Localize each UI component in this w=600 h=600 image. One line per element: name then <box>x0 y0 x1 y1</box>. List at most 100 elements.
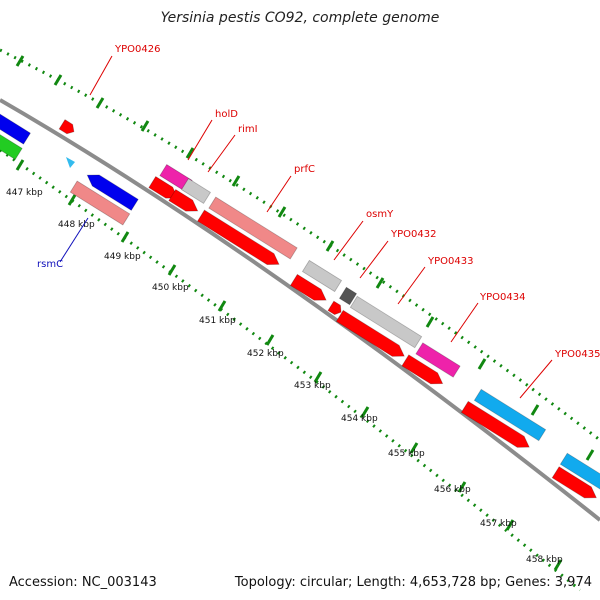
gene-label-rsmc: rsmC <box>37 259 63 270</box>
gene-ypo0432-shape <box>338 286 358 306</box>
major-tick <box>67 194 77 206</box>
major-tick <box>375 277 385 289</box>
label-leader-line <box>397 266 426 305</box>
cds-arrow-7 <box>401 354 444 385</box>
cds-arrow-7-shape <box>401 354 444 385</box>
dotted-scale-rings <box>0 48 600 592</box>
gene-left-green-shape <box>0 131 23 161</box>
scale-label: 454 kbp <box>341 414 378 424</box>
major-tick <box>15 159 25 171</box>
major-tick <box>360 406 370 418</box>
major-tick <box>585 449 595 461</box>
major-tick <box>120 231 130 243</box>
major-tick <box>530 404 540 416</box>
scale-labels: 447 kbp 448 kbp 449 kbp 450 kbp 451 kbp 452 k… <box>6 188 563 565</box>
cds-arrow-6-shape <box>335 309 405 357</box>
scale-label: 448 kbp <box>58 220 95 230</box>
major-tick <box>15 55 25 67</box>
cds-arrow-2 <box>168 188 199 212</box>
gene-right-cyan <box>559 452 600 492</box>
cds-arrow-9-shape <box>551 466 597 499</box>
gene-right-cyan-shape <box>559 452 600 492</box>
gene-ypo0434 <box>415 342 461 378</box>
cds-arrow-9 <box>551 466 597 499</box>
major-tick <box>217 300 227 312</box>
label-leader-line <box>207 134 236 173</box>
gene-blue-upper <box>86 174 139 211</box>
gene-left-blue-shape <box>0 111 31 145</box>
gene-ypo0433 <box>349 295 423 349</box>
gene-label-ypo0434: YPO0434 <box>479 292 525 303</box>
gene-label-hold: holD <box>215 109 238 120</box>
major-tick <box>265 334 275 346</box>
gene-prfc-shape <box>208 196 298 260</box>
scale-label: 447 kbp <box>6 188 43 198</box>
scale-label: 457 kbp <box>480 519 517 529</box>
label-leader-line <box>187 119 213 161</box>
cds-arrow-4-shape <box>289 273 327 301</box>
gene-ypo0432 <box>338 286 358 306</box>
major-tick <box>53 74 63 86</box>
scale-label: 455 kbp <box>388 449 425 459</box>
major-tick <box>313 371 323 383</box>
cds-arrow-8-shape <box>460 400 530 448</box>
label-leader-line <box>450 302 479 343</box>
cds-arrow-3 <box>196 209 280 265</box>
major-tick <box>505 519 515 531</box>
gene-label-osmy: osmY <box>366 209 394 220</box>
major-tick <box>425 316 435 328</box>
gene-label-ypo0433: YPO0433 <box>427 256 473 267</box>
label-leader-line <box>519 359 553 399</box>
label-leader-line <box>333 220 364 261</box>
cds-arrow-5-shape <box>327 300 342 316</box>
major-tick <box>553 559 563 571</box>
gene-blue-upper-shape <box>86 174 139 211</box>
scale-label: 458 kbp <box>526 555 563 565</box>
major-tick <box>140 120 150 132</box>
map-title: Yersinia pestis CO92, complete genome <box>161 10 440 26</box>
gene-rimi <box>180 178 212 204</box>
major-tick <box>95 97 105 109</box>
scale-label: 453 kbp <box>294 381 331 391</box>
gene-ypo0434-shape <box>415 342 461 378</box>
gene-osmy-shape <box>301 259 343 293</box>
gene-features <box>0 111 600 499</box>
gene-label-rimi: rimI <box>238 124 258 135</box>
label-leader-line <box>89 55 113 96</box>
label-leader-line <box>359 240 389 279</box>
label-leader-line <box>59 217 89 263</box>
scale-label: 451 kbp <box>199 316 236 326</box>
marker-triangle <box>66 157 75 168</box>
gene-left-green <box>0 131 23 161</box>
gene-ypo0435 <box>473 388 547 442</box>
scale-label: 450 kbp <box>152 283 189 293</box>
gene-ypo0426 <box>58 119 75 135</box>
major-tick <box>185 147 195 159</box>
cds-arrow-3-shape <box>196 209 280 265</box>
topology-text: Topology: circular; Length: 4,653,728 bp… <box>234 575 592 590</box>
label-leader-line <box>266 175 292 213</box>
major-tick <box>457 481 467 493</box>
cds-arrow-8 <box>460 400 530 448</box>
genome-backbone <box>0 98 600 522</box>
major-tick <box>277 206 287 218</box>
cds-arrow-5 <box>327 300 342 316</box>
gene-label-prfc: prfC <box>294 164 315 175</box>
cds-arrow-4 <box>289 273 327 301</box>
gene-ypo0435-shape <box>473 388 547 442</box>
scale-label: 452 kbp <box>247 349 284 359</box>
gene-rsmc <box>69 180 131 226</box>
major-tick <box>409 442 419 454</box>
major-tick <box>325 240 335 252</box>
gene-osmy <box>301 259 343 293</box>
major-tick <box>167 264 177 276</box>
cds-arrow-2-shape <box>168 188 199 212</box>
gene-rimi-shape <box>180 178 212 204</box>
scale-label: 456 kbp <box>434 485 471 495</box>
gene-label-ypo0426: YPO0426 <box>114 44 160 55</box>
gene-prfc <box>208 196 298 260</box>
cds-arrow-6 <box>335 309 405 357</box>
accession-text: Accession: NC_003143 <box>9 575 157 590</box>
